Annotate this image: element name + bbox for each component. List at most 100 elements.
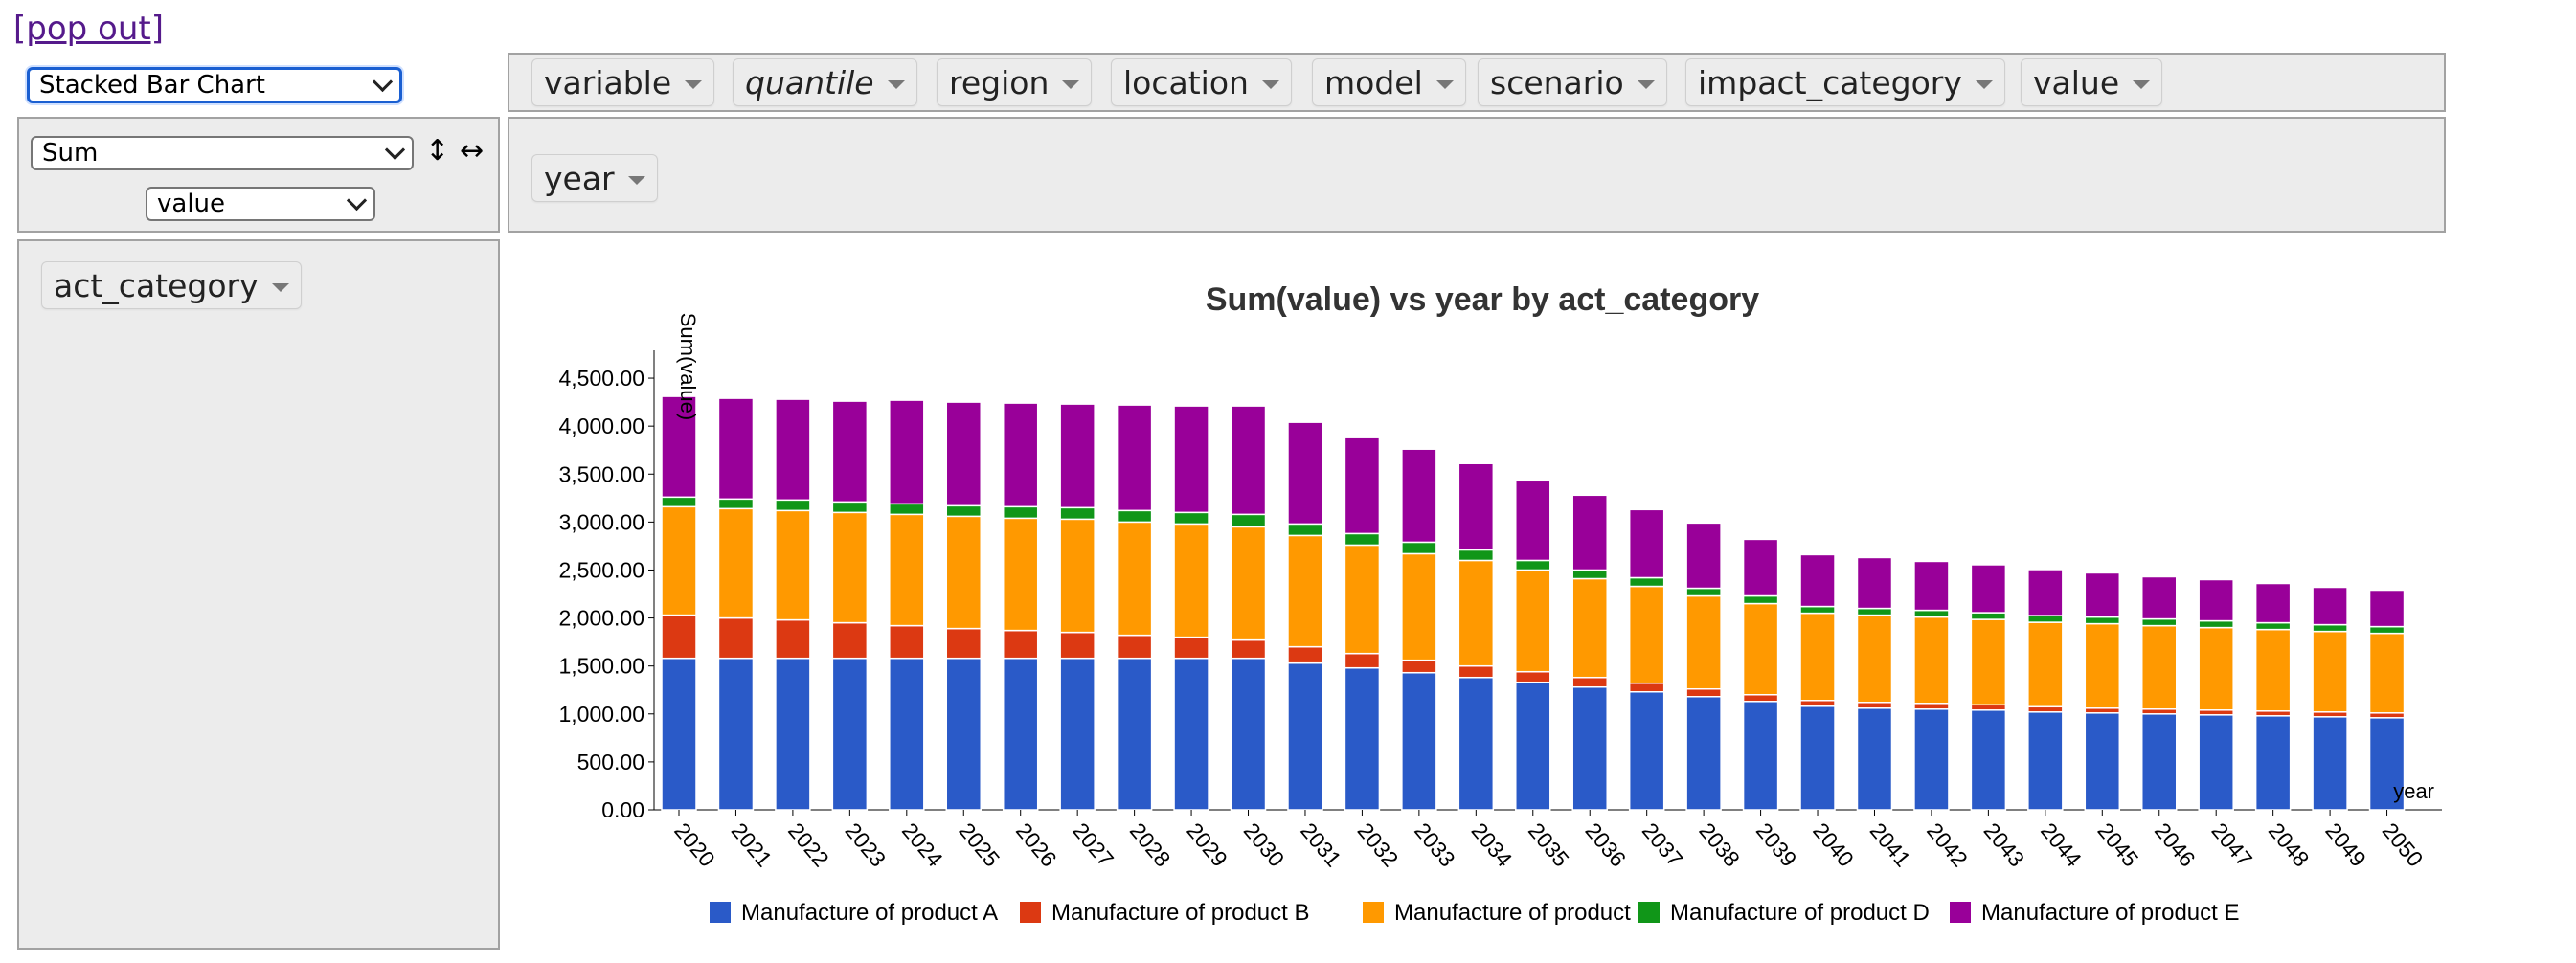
column-attribute-pill-year[interactable]: year	[531, 154, 658, 202]
x-tick-label: 2049	[2320, 818, 2371, 872]
attribute-label: model	[1324, 63, 1423, 101]
attribute-label: value	[2033, 63, 2120, 101]
bar-segment-2036-series-1	[1571, 685, 1608, 811]
bar-segment-2025-series-5	[945, 401, 983, 507]
attribute-pill-quantile[interactable]: quantile	[733, 58, 917, 106]
dropdown-triangle-icon[interactable]	[1062, 79, 1080, 89]
y-tick-label: 4,000.00	[558, 414, 644, 438]
bar-segment-2026-series-1	[1002, 657, 1039, 811]
bar-segment-2037-series-4	[1628, 576, 1665, 588]
x-tick-label: 2033	[1410, 818, 1460, 872]
bar-segment-2050-series-1	[2368, 717, 2406, 811]
bar-segment-2032-series-3	[1344, 544, 1381, 655]
bar-segment-2036-series-3	[1571, 577, 1608, 679]
attribute-pill-value[interactable]: value	[2021, 58, 2163, 106]
bar-segment-2039-series-5	[1742, 538, 1779, 597]
dropdown-triangle-icon[interactable]	[1975, 79, 1993, 89]
attribute-pill-model[interactable]: model	[1312, 58, 1466, 106]
bar-segment-2046-series-5	[2140, 575, 2178, 620]
bar-segment-2029-series-4	[1173, 511, 1209, 526]
attribute-pill-region[interactable]: region	[937, 58, 1093, 106]
bar-segment-2035-series-5	[1515, 479, 1551, 562]
bar-segment-2043-series-5	[1970, 564, 2007, 614]
legend-swatch	[1020, 902, 1041, 923]
aggregator-select[interactable]: Sum	[31, 136, 414, 170]
bar-segment-2033-series-1	[1401, 671, 1437, 811]
bar-segment-2023-series-2	[831, 621, 869, 660]
aggregator-select-value: Sum	[42, 139, 99, 168]
attribute-pill-variable[interactable]: variable	[531, 58, 715, 106]
bar-segment-2038-series-5	[1685, 522, 1722, 590]
bar-segment-2047-series-2	[2198, 709, 2234, 716]
bar-segment-2038-series-1	[1685, 696, 1722, 811]
x-tick-label: 2027	[1068, 818, 1119, 872]
row-attribute-pill-act-category[interactable]: act_category	[41, 261, 302, 309]
dropdown-triangle-icon[interactable]	[887, 79, 905, 89]
bar-segment-2040-series-3	[1799, 612, 1836, 702]
dropdown-triangle-icon[interactable]	[627, 175, 645, 185]
bar-segment-2048-series-5	[2254, 582, 2292, 624]
renderer-select[interactable]: Stacked Bar Chart	[27, 67, 402, 103]
bar-segment-2027-series-5	[1059, 403, 1096, 509]
bar-segment-2041-series-2	[1856, 702, 1893, 709]
dropdown-triangle-icon[interactable]	[685, 79, 703, 89]
pop-out-link[interactable]: [pop out]	[13, 10, 164, 48]
bar-segment-2029-series-5	[1173, 405, 1209, 514]
x-tick-label: 2050	[2378, 818, 2429, 872]
column-attributes-panel	[508, 117, 2446, 233]
bar-segment-2029-series-1	[1173, 657, 1209, 811]
dropdown-triangle-icon[interactable]	[1435, 79, 1454, 89]
bar-segment-2025-series-3	[945, 515, 983, 630]
bar-segment-2049-series-3	[2312, 630, 2348, 713]
bar-segment-2028-series-2	[1116, 634, 1153, 660]
bar-segment-2034-series-4	[1457, 549, 1495, 562]
bar-segment-2029-series-3	[1173, 523, 1209, 638]
bar-segment-2037-series-2	[1628, 682, 1665, 693]
bar-segment-2038-series-2	[1685, 687, 1722, 698]
bar-segment-2031-series-1	[1287, 661, 1323, 811]
attribute-pill-scenario[interactable]: scenario	[1478, 58, 1667, 106]
y-tick-label: 0.00	[601, 797, 644, 822]
y-tick-label: 2,000.00	[558, 606, 644, 631]
dropdown-triangle-icon[interactable]	[1637, 79, 1655, 89]
bar-segment-2032-series-5	[1344, 437, 1381, 535]
bar-segment-2020-series-3	[661, 505, 697, 616]
sort-rows-icon[interactable]: ↕	[425, 134, 450, 168]
bar-segment-2036-series-2	[1571, 676, 1608, 688]
bar-segment-2021-series-4	[717, 498, 755, 510]
x-tick-label: 2023	[841, 818, 892, 872]
attribute-pill-impact-category[interactable]: impact_category	[1685, 58, 2005, 106]
bar-segment-2031-series-5	[1287, 421, 1323, 526]
bar-segment-2035-series-2	[1515, 670, 1551, 683]
dropdown-triangle-icon[interactable]	[2133, 79, 2151, 89]
bar-segment-2032-series-1	[1344, 666, 1381, 811]
bar-segment-2039-series-3	[1742, 602, 1779, 696]
bar-segment-2036-series-4	[1571, 569, 1608, 580]
dropdown-triangle-icon[interactable]	[1261, 79, 1279, 89]
legend-label: Manufacture of product C	[1394, 900, 1654, 926]
legend-label: Manufacture of product E	[1981, 900, 2239, 926]
aggregator-field-select[interactable]: value	[146, 187, 375, 221]
x-tick-label: 2036	[1580, 818, 1631, 872]
x-tick-label: 2039	[1751, 818, 1802, 872]
bar-segment-2047-series-1	[2198, 714, 2234, 811]
bar-segment-2045-series-1	[2084, 712, 2121, 811]
attribute-pill-location[interactable]: location	[1111, 58, 1292, 106]
bar-segment-2031-series-2	[1287, 645, 1323, 664]
attribute-label: impact_category	[1698, 63, 1962, 101]
attribute-label: act_category	[54, 266, 259, 304]
bar-segment-2040-series-4	[1799, 605, 1836, 615]
bar-segment-2044-series-5	[2027, 569, 2064, 616]
bar-segment-2041-series-4	[1856, 607, 1893, 616]
bar-segment-2028-series-1	[1116, 657, 1153, 811]
sort-columns-icon[interactable]: ↔	[460, 134, 485, 168]
bar-segment-2028-series-3	[1116, 521, 1153, 637]
dropdown-triangle-icon[interactable]	[271, 282, 289, 292]
bar-segment-2042-series-5	[1913, 560, 1950, 612]
bar-segment-2047-series-4	[2198, 619, 2234, 629]
x-tick-label: 2045	[2092, 818, 2143, 872]
chevron-down-icon	[384, 139, 406, 160]
bar-segment-2045-series-2	[2084, 707, 2121, 714]
bar-segment-2043-series-3	[1970, 618, 2007, 706]
bar-segment-2050-series-5	[2368, 589, 2406, 628]
